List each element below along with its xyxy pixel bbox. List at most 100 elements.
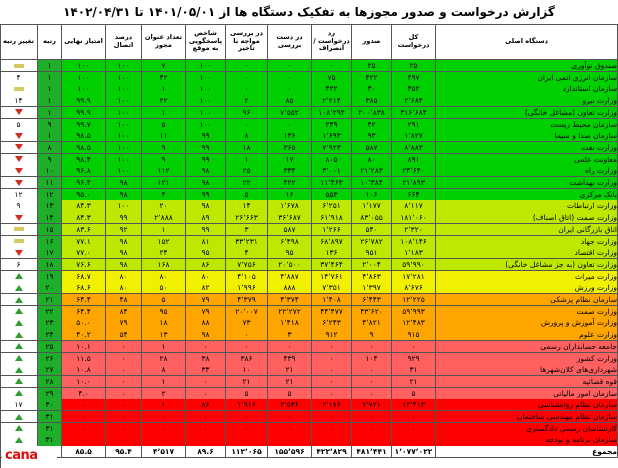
- row-score: ۰: [62, 411, 106, 424]
- row-total: ۶۶۴: [392, 188, 436, 201]
- row-total: ۱۸۱٬۰۶۰: [392, 212, 436, 225]
- row-delay_idx: ۰: [186, 422, 226, 435]
- row-reject: ۰: [312, 340, 352, 353]
- row-titles: ۵۰: [142, 282, 186, 295]
- row-rank: ۱۷: [38, 247, 62, 260]
- row-name: وزارت نیرو: [436, 95, 618, 108]
- row-score: ۹۹.۹: [62, 106, 106, 119]
- row-rank: ۳۱: [38, 422, 62, 435]
- rank-up-arrow-icon: [14, 436, 23, 443]
- row-review: ۹۵: [268, 247, 312, 260]
- row-rank: ۲۰: [38, 282, 62, 295]
- total-connect: ۹۵.۴: [106, 446, 142, 459]
- row-titles: ۱۵۲: [142, 235, 186, 248]
- row-issued: ۵۴۰: [352, 223, 392, 236]
- row-name: سازمان انرژی اتمی ایران: [436, 71, 618, 84]
- row-reject: ۰: [312, 434, 352, 447]
- row-connect: ۷۹: [106, 317, 142, 330]
- row-total: ۵۹٬۹۹۳: [392, 305, 436, 318]
- row-connect: ۱۰۰: [106, 141, 142, 155]
- row-delay_idx: ۹۹: [186, 223, 226, 236]
- row-change: [0, 387, 38, 400]
- row-review_delay: ۲۲: [226, 177, 268, 190]
- row-rank: ۲۶: [38, 352, 62, 365]
- row-reject: ۴۲۲: [312, 83, 352, 96]
- row-score: ۱۰۰: [62, 71, 106, 84]
- rank-down-arrow-icon: [14, 132, 23, 139]
- row-total: ۳۱۶٬۶۸۴: [392, 106, 436, 119]
- row-review_delay: ۷٬۷۵۶: [226, 258, 268, 272]
- row-review: ۵۸۷: [268, 223, 312, 236]
- row-score: ۱۰۰: [62, 83, 106, 96]
- row-total: ۱۲٬۲۲۵: [392, 294, 436, 307]
- row-review_delay: ۱٬۹۱۶: [226, 399, 268, 412]
- row-delay_idx: ۳۳: [186, 364, 226, 377]
- row-connect: ۱۰۰: [106, 106, 142, 119]
- row-score: ۹۹.۷: [62, 118, 106, 131]
- row-rank: ۱: [38, 83, 62, 96]
- row-delay_idx: ۹۸: [186, 177, 226, 190]
- row-name: کارشناسان رسمی دادگستری: [436, 422, 618, 435]
- row-connect: ۱۰۰: [106, 118, 142, 131]
- row-total: ۱۲٬۴۱۳: [392, 399, 436, 412]
- header-delay_idx: شاخص پاسخگویی به موقع: [186, 24, 226, 60]
- row-connect: ۱۰۰: [106, 95, 142, 108]
- row-reject: ۳۷٬۴۶۴: [312, 258, 352, 272]
- row-issued: ۱۰۶: [352, 188, 392, 201]
- row-change: ۱۷: [0, 399, 38, 412]
- row-delay_idx: ۹۸: [186, 329, 226, 342]
- row-change: [0, 282, 38, 295]
- row-review_delay: ۲۵: [226, 165, 268, 178]
- row-reject: ۹۱۲: [312, 329, 352, 342]
- row-issued: ۸۳٬۰۵۵: [352, 212, 392, 225]
- row-issued: ۹: [352, 329, 392, 342]
- row-issued: ۸۰: [352, 153, 392, 166]
- row-review_delay: ۲۰٬۰۰۷: [226, 305, 268, 318]
- row-connect: ۸۰: [106, 282, 142, 295]
- header-review: در دست بررسی: [268, 24, 312, 60]
- row-change: [0, 235, 38, 248]
- row-reject: ۱۴٬۷۶۱: [312, 270, 352, 283]
- row-review_delay: ۲۱: [226, 375, 268, 389]
- row-titles: ۱: [142, 106, 186, 119]
- rank-up-arrow-icon: [14, 378, 23, 385]
- row-rank: ۱۴: [38, 212, 62, 225]
- row-titles: ۰: [142, 422, 186, 435]
- row-review_delay: ۰: [226, 83, 268, 96]
- row-rank: ۱۸: [38, 258, 62, 272]
- row-delay_idx: ۱۰۰: [186, 118, 226, 131]
- row-reject: ۲٬۱۷۶: [312, 399, 352, 412]
- row-review_delay: ۵: [226, 188, 268, 201]
- total-name: مجموع: [436, 446, 618, 459]
- total-reject: ۴۲۲٬۸۲۹: [312, 446, 352, 459]
- row-review: ۳: [268, 329, 312, 342]
- row-rank: ۲۸: [38, 375, 62, 389]
- row-review: ۰: [268, 83, 312, 96]
- row-total: ۵۹٬۹۹۰: [392, 258, 436, 272]
- row-connect: ۱۰۰: [106, 200, 142, 213]
- row-connect: ۱۰۰: [106, 71, 142, 84]
- row-delay_idx: ۸۶: [186, 399, 226, 412]
- row-reject: ۰: [312, 60, 352, 73]
- row-score: ۹۹.۹: [62, 95, 106, 108]
- rank-down-arrow-icon: [14, 156, 23, 163]
- row-total: ۰: [392, 422, 436, 435]
- row-connect: ۹۸: [106, 235, 142, 248]
- row-connect: ۰: [106, 422, 142, 435]
- row-score: ۱۱.۵: [62, 352, 106, 365]
- row-connect: ۹۹: [106, 212, 142, 225]
- row-reject: ۰: [312, 387, 352, 400]
- row-issued: ۱۰۴: [352, 352, 392, 365]
- row-issued: ۰: [352, 340, 392, 353]
- row-delay_idx: ۹۹: [186, 130, 226, 143]
- rank-up-arrow-icon: [14, 343, 23, 350]
- row-titles: ۱۲۱: [142, 177, 186, 190]
- row-total: ۰: [392, 340, 436, 353]
- row-review_delay: ۰: [226, 329, 268, 342]
- row-titles: ۲٬۸۸۸: [142, 212, 186, 225]
- row-review: ۰: [268, 411, 312, 424]
- row-score: ۸۴.۳: [62, 212, 106, 225]
- row-titles: ۱۳: [142, 329, 186, 342]
- row-review: ۱۳۶: [268, 130, 312, 143]
- row-total: ۲٬۶۸۴: [392, 95, 436, 108]
